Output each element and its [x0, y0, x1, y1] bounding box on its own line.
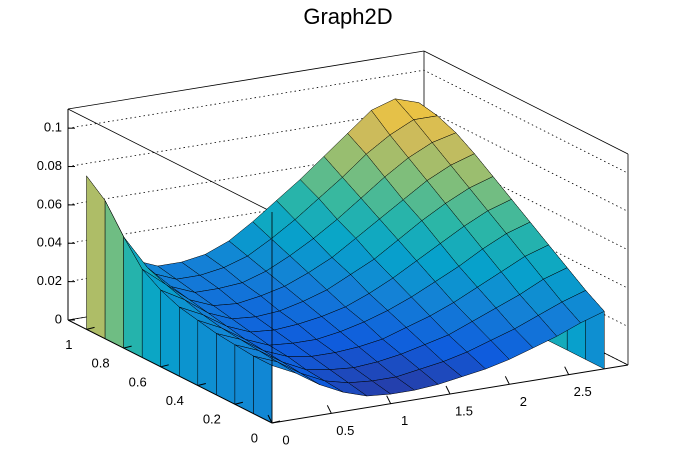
x-tick-label: 2.5 [574, 384, 592, 399]
z-tick-label: 0.02 [37, 273, 62, 288]
side-curtain [216, 333, 236, 405]
x-tick [445, 385, 451, 395]
z-tick-label: 0.04 [37, 235, 62, 250]
x-tick [504, 376, 510, 385]
y-tick [123, 345, 132, 349]
z-tick-label: 0 [55, 311, 62, 326]
x-tick [564, 366, 570, 375]
box-edge [67, 50, 425, 110]
x-tick [267, 414, 273, 424]
x-tick-label: 0 [282, 432, 289, 447]
y-tick [234, 401, 244, 405]
z-tick-label: 0.1 [44, 120, 62, 135]
x-tick [386, 395, 392, 404]
box-edge [67, 108, 273, 213]
y-tick-label: 1 [65, 337, 72, 352]
y-tick-label: 0 [251, 430, 258, 445]
box-edge [423, 50, 629, 155]
side-curtain [179, 306, 199, 386]
side-curtain [86, 175, 106, 340]
y-tick [271, 420, 281, 424]
y-tick-label: 0.8 [92, 356, 110, 371]
y-tick-label: 0.2 [203, 412, 221, 427]
y-tick [197, 383, 206, 387]
y-axis [67, 319, 273, 424]
z-tick-label: 0.08 [37, 158, 62, 173]
chart-title: Graph2D [303, 4, 392, 29]
x-tick-label: 0.5 [336, 423, 354, 438]
side-curtain [253, 355, 273, 424]
y-tick [160, 364, 169, 368]
x-tick [326, 405, 332, 414]
y-tick [86, 326, 95, 330]
x-tick-label: 1 [401, 413, 408, 428]
y-tick-label: 0.6 [129, 374, 147, 389]
x-tick-label: 2 [520, 394, 527, 409]
y-tick-label: 0.4 [166, 393, 184, 408]
side-curtain [197, 319, 217, 396]
x-tick-label: 1.5 [455, 403, 473, 418]
z-tick-label: 0.06 [37, 196, 62, 211]
